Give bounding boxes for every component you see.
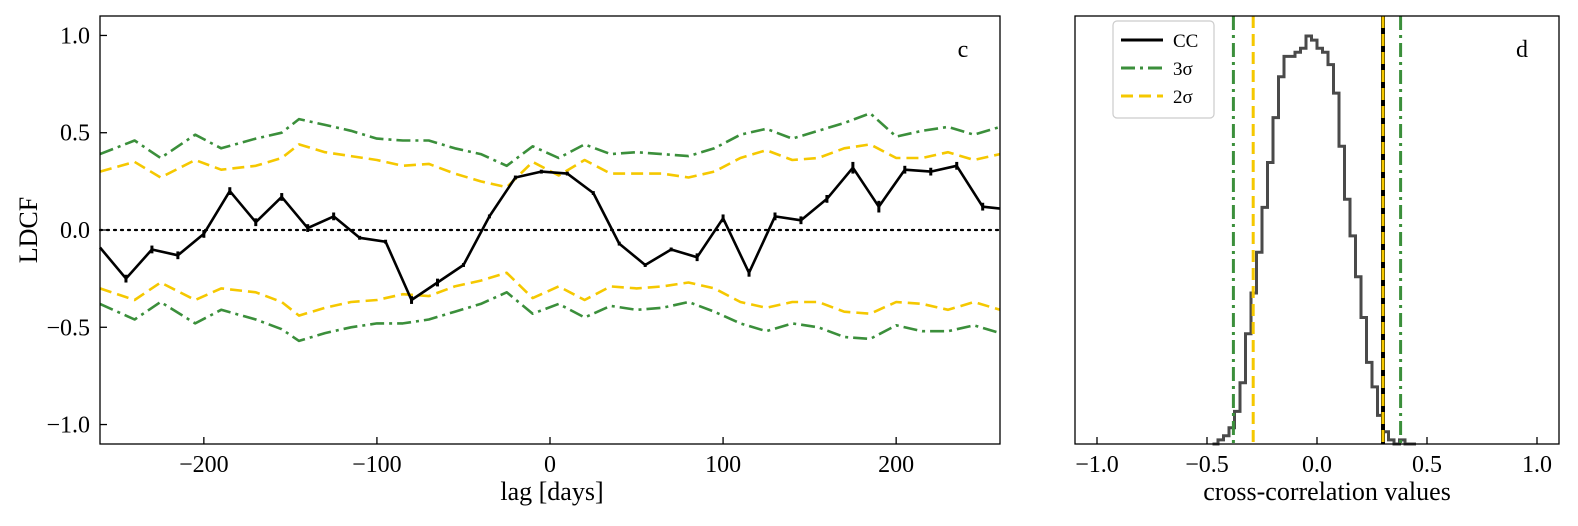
x-tick-label: 0 <box>544 452 556 478</box>
c-x-axis-label: lag [days] <box>500 477 603 506</box>
y-tick-label: 1.0 <box>60 23 90 49</box>
x-tick-label: −200 <box>179 452 229 478</box>
x-tick-label: 0.0 <box>1302 452 1332 478</box>
x-tick-label: 0.5 <box>1412 452 1442 478</box>
y-tick-label: −1.0 <box>46 413 90 439</box>
c-y-axis-label: LDCF <box>14 197 43 263</box>
y-tick-label: 0.0 <box>60 218 90 244</box>
panel-d-label: d <box>1516 37 1528 63</box>
y-tick-label: −0.5 <box>46 315 90 341</box>
legend-label: 2σ <box>1173 87 1193 108</box>
series-line-ldcf <box>99 164 1001 302</box>
legend: CC 3σ 2σ <box>1112 20 1215 119</box>
histogram-plot-area <box>1212 16 1416 446</box>
series-line-3sigma-upper <box>99 112 1001 168</box>
x-tick-label: 200 <box>878 452 914 478</box>
panel-c-label: c <box>958 37 969 63</box>
legend-label: CC <box>1173 31 1198 52</box>
histogram-bars <box>1212 34 1416 446</box>
series-line-3sigma-lower <box>99 290 1001 343</box>
legend-box <box>1112 20 1215 119</box>
legend-label: 3σ <box>1173 59 1193 80</box>
series-line-2sigma-upper <box>99 143 1001 189</box>
y-tick-label: 0.5 <box>60 121 90 147</box>
x-tick-label: 100 <box>705 452 741 478</box>
d-x-axis-label: cross-correlation values <box>1203 477 1451 506</box>
histogram-axes: −1.0 −0.5 0.0 0.5 1.0 <box>1074 15 1560 478</box>
x-tick-label: −1.0 <box>1075 452 1119 478</box>
panel-c-ldcf-plot: −200 −100 0 100 200 −1.0 −0.5 0.0 0.5 1.0 c lag [… <box>14 15 1002 506</box>
ldcf-axes: −200 −100 0 100 200 −1.0 −0.5 0.0 0.5 1.0 <box>46 15 1001 478</box>
ldcf-plot-area <box>98 112 1002 343</box>
x-tick-label: 1.0 <box>1522 452 1552 478</box>
x-tick-label: −100 <box>352 452 402 478</box>
series-line-2sigma-lower <box>99 271 1001 317</box>
panel-d-histogram: −1.0 −0.5 0.0 0.5 1.0 d cross-correlation va… <box>1074 15 1560 506</box>
x-tick-label: −0.5 <box>1185 452 1229 478</box>
